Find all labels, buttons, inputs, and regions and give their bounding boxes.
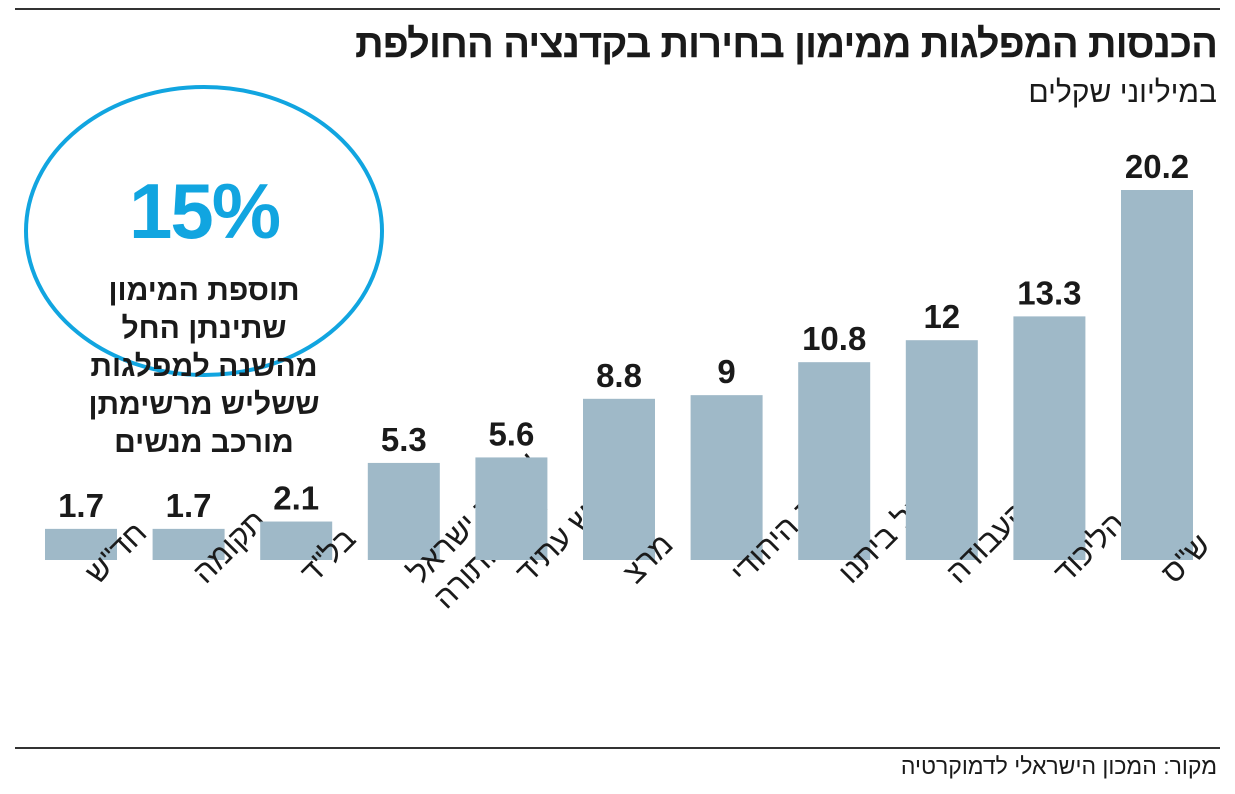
callout-line: תוספת המימון	[108, 274, 300, 307]
callout-line: ששליש מרשימתן	[88, 388, 320, 421]
callout-circle: 15% תוספת המימון שתינתן החל מהשנה למפלגו…	[18, 80, 398, 459]
value-label: 12	[923, 298, 960, 335]
bar	[152, 528, 225, 560]
bar	[905, 340, 978, 560]
bar	[1013, 316, 1086, 560]
value-label: 10.8	[802, 320, 866, 357]
source-note: מקור: המכון הישראלי לדמוקרטיה	[900, 753, 1217, 779]
bar	[690, 395, 763, 560]
bar	[1121, 190, 1193, 560]
value-label: 9	[717, 353, 735, 390]
callout-percent: 15%	[128, 167, 281, 255]
value-label: 20.2	[1125, 148, 1189, 185]
bar	[583, 398, 655, 560]
value-label: 5.6	[488, 415, 534, 452]
bar	[45, 528, 117, 560]
bar	[260, 521, 333, 560]
callout-text: תוספת המימון שתינתן החל מהשנה למפלגות שש…	[18, 272, 390, 462]
callout-line: מורכב מנשים	[114, 426, 294, 459]
value-label: 13.3	[1017, 274, 1081, 311]
value-label: 8.8	[596, 357, 642, 394]
chart-title: הכנסות המפלגות ממימון בחירות בקדנציה החו…	[355, 22, 1218, 66]
bar	[798, 362, 871, 560]
callout-line: מהשנה למפלגות	[90, 350, 318, 383]
value-label: 1.7	[166, 487, 212, 524]
bottom-rule	[15, 747, 1220, 749]
chart-subtitle: במיליוני שקלים	[1028, 76, 1217, 109]
bar	[475, 457, 548, 560]
value-label: 2.1	[273, 480, 319, 517]
bar	[367, 462, 440, 560]
callout-ring	[24, 85, 384, 377]
value-label: 5.3	[381, 421, 427, 458]
top-rule	[15, 8, 1220, 10]
callout-line: שתינתן החל	[121, 312, 287, 345]
value-label: 1.7	[58, 487, 104, 524]
